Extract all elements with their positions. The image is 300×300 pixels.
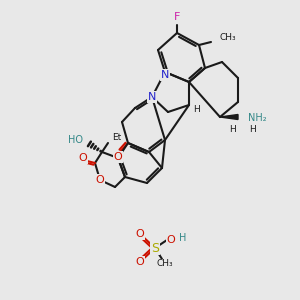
Text: O: O <box>167 235 176 245</box>
Text: N: N <box>161 70 169 80</box>
Text: O: O <box>114 152 122 162</box>
Text: CH₃: CH₃ <box>220 34 237 43</box>
Text: Et: Et <box>112 134 121 142</box>
Text: F: F <box>174 12 180 22</box>
Text: H: H <box>179 233 187 243</box>
Text: H: H <box>230 125 236 134</box>
Text: O: O <box>79 153 87 163</box>
Polygon shape <box>220 115 238 119</box>
Text: H: H <box>250 125 256 134</box>
Text: S: S <box>151 242 159 254</box>
Text: HO: HO <box>68 135 83 145</box>
Text: CH₃: CH₃ <box>157 260 173 268</box>
Text: O: O <box>136 229 144 239</box>
Text: O: O <box>136 257 144 267</box>
Text: O: O <box>96 175 104 185</box>
Text: H: H <box>194 106 200 115</box>
Text: NH₂: NH₂ <box>248 113 267 123</box>
Text: N: N <box>148 92 156 102</box>
